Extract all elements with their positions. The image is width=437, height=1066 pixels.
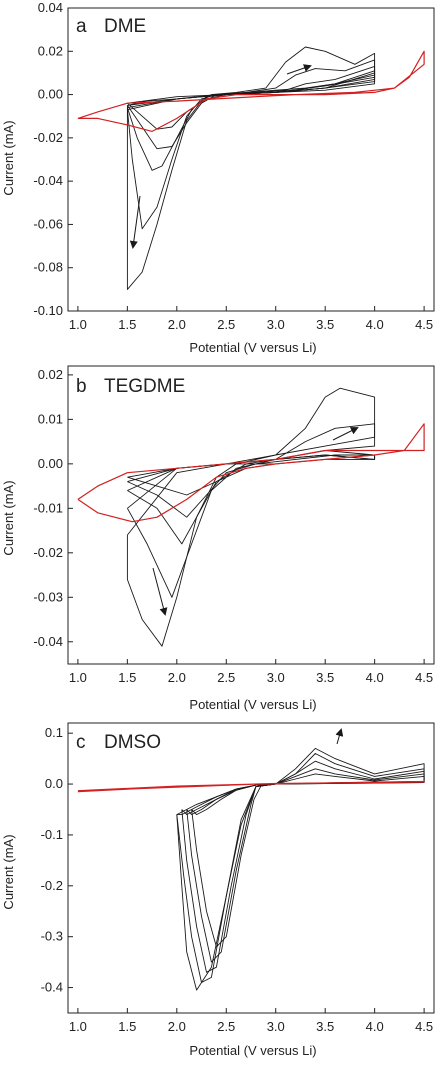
panel-b-ylabel: Current (mA) bbox=[1, 480, 16, 555]
panel-c-ticks: 1.0 1.5 2.0 2.5 3.0 3.5 4.0 4.5 -0.4 -0.3 -0.2 -0.1… bbox=[41, 725, 434, 1034]
panel-c-xtick-label: 3.5 bbox=[316, 1019, 334, 1034]
panel-a-ytick-label: -0.02 bbox=[33, 130, 63, 145]
panel-b-series-2 bbox=[127, 423, 376, 598]
panel-b-arrows bbox=[152, 427, 359, 616]
panel-c-xtick-label: 2.0 bbox=[168, 1019, 186, 1034]
panel-b-series-1 bbox=[126, 387, 376, 647]
panel-c-xlabel: Potential (V versus Li) bbox=[189, 1043, 316, 1058]
panel-b-ytick-label: -0.02 bbox=[33, 545, 63, 560]
panel-b-letter: b bbox=[76, 376, 87, 397]
panel-a-series-3 bbox=[126, 65, 376, 171]
panel-a-xtick-label: 1.0 bbox=[69, 317, 87, 332]
panel-b-ytick-label: 0.00 bbox=[38, 456, 63, 471]
panel-b-xtick-label: 4.0 bbox=[366, 670, 384, 685]
panel-a-xtick-label: 4.0 bbox=[366, 317, 384, 332]
panel-b-series-6 bbox=[77, 423, 425, 523]
panel-c-arrows bbox=[335, 728, 344, 745]
panel-a-xtick-label: 4.5 bbox=[415, 317, 433, 332]
panel-a: 1.0 1.5 2.0 2.5 3.0 3.5 4.0 4.5 -0.10 -0.08 -0.06 -… bbox=[1, 0, 435, 355]
panel-c-xtick-label: 4.0 bbox=[366, 1019, 384, 1034]
panel-c-xtick-label: 2.5 bbox=[217, 1019, 235, 1034]
panel-a-name: DME bbox=[104, 16, 146, 37]
panel-a-arrow-charge bbox=[286, 64, 312, 75]
panel-c-ytick-label: -0.4 bbox=[41, 980, 63, 995]
panel-b-xtick-label: 2.0 bbox=[168, 670, 186, 685]
panel-b-xtick-label: 1.5 bbox=[118, 670, 136, 685]
panel-c-ylabel: Current (mA) bbox=[1, 834, 16, 909]
panel-b-frame bbox=[67, 365, 435, 665]
panel-a-ytick-label: -0.10 bbox=[33, 303, 63, 318]
panel-a-series-6 bbox=[77, 50, 425, 132]
panel-b-xtick-label: 1.0 bbox=[69, 670, 87, 685]
panel-b-xtick-label: 3.0 bbox=[267, 670, 285, 685]
panel-b-xtick-label: 4.5 bbox=[415, 670, 433, 685]
panel-b-ytick-label: 0.01 bbox=[38, 411, 63, 426]
panel-a-xlabel: Potential (V versus Li) bbox=[189, 340, 316, 355]
panel-b-xtick-label: 3.5 bbox=[316, 670, 334, 685]
panel-c-series-5 bbox=[191, 773, 425, 948]
panel-a-xtick-label: 2.5 bbox=[217, 317, 235, 332]
panel-c-xtick-label: 1.5 bbox=[118, 1019, 136, 1034]
panel-a-ytick-label: 0.02 bbox=[38, 43, 63, 58]
panel-b-arrow-discharge bbox=[152, 567, 168, 616]
panel-a-frame bbox=[67, 7, 435, 312]
panel-a-xtick-label: 3.5 bbox=[316, 317, 334, 332]
panel-c-ytick-label: -0.3 bbox=[41, 929, 63, 944]
panel-a-ylabel: Current (mA) bbox=[1, 120, 16, 195]
panel-c-xtick-label: 1.0 bbox=[69, 1019, 87, 1034]
panel-b-ytick-label: 0.02 bbox=[38, 367, 63, 382]
panel-b-xlabel: Potential (V versus Li) bbox=[189, 697, 316, 712]
panel-c: 1.0 1.5 2.0 2.5 3.0 3.5 4.0 4.5 -0.4 -0.3 -0.2 -0.1… bbox=[1, 722, 435, 1058]
panel-c-xtick-label: 3.0 bbox=[267, 1019, 285, 1034]
panel-a-series-4 bbox=[127, 70, 376, 150]
panel-b-ytick-label: -0.03 bbox=[33, 589, 63, 604]
panel-a-ytick-label: 0.00 bbox=[38, 87, 63, 102]
panel-b-arrow-charge bbox=[332, 427, 359, 441]
panel-c-frame bbox=[67, 722, 435, 1014]
panel-a-series-2 bbox=[126, 59, 376, 230]
panel-a-arrows bbox=[129, 64, 312, 249]
panel-c-series-6 bbox=[77, 780, 425, 793]
panel-c-name: DMSO bbox=[104, 732, 161, 753]
panel-a-letter: a bbox=[76, 16, 87, 37]
panel-a-xtick-label: 1.5 bbox=[118, 317, 136, 332]
panel-c-arrow-charge bbox=[335, 728, 344, 745]
panel-a-ytick-label: 0.04 bbox=[38, 0, 63, 15]
panel-b-xtick-label: 2.5 bbox=[217, 670, 235, 685]
panel-a-ticks: 1.0 1.5 2.0 2.5 3.0 3.5 4.0 4.5 -0.10 -0.08 -0.06 -… bbox=[33, 0, 433, 332]
panel-a-ytick-label: -0.06 bbox=[33, 216, 63, 231]
panel-c-ytick-label: 0.0 bbox=[45, 776, 63, 791]
panel-a-series-5 bbox=[127, 72, 376, 130]
panel-b-ytick-label: -0.04 bbox=[33, 634, 63, 649]
panel-b: 1.0 1.5 2.0 2.5 3.0 3.5 4.0 4.5 -0.04 -0.03 -0.02 -… bbox=[1, 365, 435, 712]
panel-c-series bbox=[77, 747, 425, 991]
panel-c-ytick-label: -0.1 bbox=[41, 827, 63, 842]
panel-c-letter: c bbox=[76, 732, 86, 753]
panel-a-ytick-label: -0.04 bbox=[33, 173, 63, 188]
panel-a-xtick-label: 2.0 bbox=[168, 317, 186, 332]
panel-c-series-3 bbox=[181, 760, 425, 973]
panel-b-name: TEGDME bbox=[104, 376, 185, 397]
panel-a-series bbox=[77, 46, 425, 290]
panel-a-ytick-label: -0.08 bbox=[33, 260, 63, 275]
panel-c-xtick-label: 4.5 bbox=[415, 1019, 433, 1034]
panel-c-ytick-label: -0.2 bbox=[41, 878, 63, 893]
panel-b-ticks: 1.0 1.5 2.0 2.5 3.0 3.5 4.0 4.5 -0.04 -0.03 -0.02 -… bbox=[33, 367, 433, 685]
panel-c-ytick-label: 0.1 bbox=[45, 725, 63, 740]
panel-b-series bbox=[77, 387, 425, 647]
panel-b-ytick-label: -0.01 bbox=[33, 500, 63, 515]
panel-a-xtick-label: 3.0 bbox=[267, 317, 285, 332]
panel-c-series-2 bbox=[176, 753, 425, 983]
panel-a-arrow-discharge bbox=[129, 195, 141, 249]
